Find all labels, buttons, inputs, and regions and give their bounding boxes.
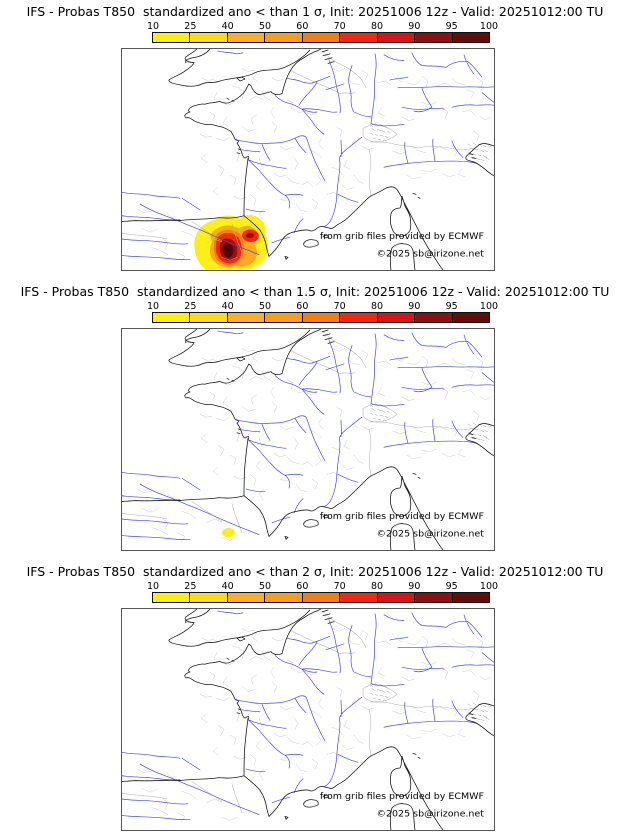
colorbar-tick: 25 [184,301,197,312]
colorbar-tick: 70 [333,301,346,312]
colorbar-tick-labels: 10 25 40 50 60 70 80 90 95 100 [147,21,498,32]
colorbar-tick: 95 [445,21,458,32]
colorbar-tick: 10 [146,21,160,32]
colorbar-segment [227,593,266,602]
panel-title: IFS - Probas T850 standardized ano < tha… [20,284,610,299]
colorbar-segment [265,593,303,602]
panel-title: IFS - Probas T850 standardized ano < tha… [26,4,604,19]
colorbar-segment [190,593,228,602]
colorbar-tick: 95 [445,581,458,592]
colorbar-segment [415,33,453,42]
colorbar-segment [153,593,191,602]
colorbar-gradient-bar [152,312,490,323]
anomaly-blob-sigma-1 [194,214,269,270]
colorbar-segment [340,313,378,322]
colorbar-segment [227,313,266,322]
colorbar-tick-labels: 10 25 40 50 60 70 80 90 95 100 [147,301,498,312]
colorbar-segment [377,313,416,322]
colorbar-tick: 80 [370,581,384,592]
colorbar-segment [340,33,378,42]
colorbar-segment [452,313,489,322]
map-france-sigma-1-5: from grib files provided by ECMWF ©2025 … [121,328,495,551]
colorbar-segment [415,313,453,322]
colorbar-tick: 80 [370,21,384,32]
copyright-credit: ©2025 sb@irizone.net [376,249,484,260]
colorbar-segment [302,313,341,322]
map-france-sigma-1: from grib files provided by ECMWF ©2025 … [121,48,495,271]
colorbar-tick: 25 [184,21,197,32]
colorbar-tick: 100 [479,21,499,32]
colorbar-segment [265,313,303,322]
colorbar-segment [452,33,489,42]
colorbar-tick: 40 [221,581,234,592]
colorbar-tick-labels: 10 25 40 50 60 70 80 90 95 100 [147,581,498,592]
probability-colorbar: 10 25 40 50 60 70 80 90 95 100 [147,21,498,43]
colorbar-tick: 90 [408,301,421,312]
probability-colorbar: 10 25 40 50 60 70 80 90 95 100 [147,301,498,323]
colorbar-segment [377,33,416,42]
panel-sigma-2: IFS - Probas T850 standardized ano < tha… [0,564,630,840]
colorbar-tick: 10 [146,301,160,312]
anomaly-blob-sigma-1-5 [222,527,235,538]
ecmwf-credit: from grib files provided by ECMWF [320,791,484,802]
ecmwf-credit: from grib files provided by ECMWF [320,511,484,522]
copyright-credit: ©2025 sb@irizone.net [376,529,484,540]
colorbar-tick: 60 [296,581,309,592]
weather-probability-page: { "page": {"background": "#ffffff"}, "co… [0,4,630,832]
colorbar-segment [153,33,191,42]
colorbar-gradient-bar [152,32,490,43]
colorbar-segment [190,33,228,42]
colorbar-segment [302,33,341,42]
colorbar-tick: 70 [333,581,346,592]
ecmwf-credit: from grib files provided by ECMWF [320,231,484,242]
colorbar-tick: 90 [408,21,421,32]
colorbar-tick: 40 [221,301,234,312]
colorbar-tick: 70 [333,21,346,32]
colorbar-segment [302,593,341,602]
colorbar-segment [415,593,453,602]
colorbar-tick: 50 [258,21,272,32]
colorbar-tick: 40 [221,21,234,32]
colorbar-tick: 50 [258,301,272,312]
map-france-sigma-2: from grib files provided by ECMWF ©2025 … [121,608,495,831]
colorbar-segment [153,313,191,322]
colorbar-tick: 25 [184,581,197,592]
colorbar-segment [452,593,489,602]
panel-sigma-1-5: IFS - Probas T850 standardized ano < tha… [0,284,630,560]
colorbar-tick: 90 [408,581,421,592]
colorbar-tick: 60 [296,301,309,312]
panel-title: IFS - Probas T850 standardized ano < tha… [26,564,604,579]
colorbar-tick: 95 [445,301,458,312]
colorbar-tick: 50 [258,581,272,592]
copyright-credit: ©2025 sb@irizone.net [376,809,484,820]
colorbar-tick: 60 [296,21,309,32]
colorbar-tick: 10 [146,581,160,592]
colorbar-segment [377,593,416,602]
colorbar-tick: 100 [479,301,499,312]
panel-sigma-1: IFS - Probas T850 standardized ano < tha… [0,4,630,280]
colorbar-segment [227,33,266,42]
probability-colorbar: 10 25 40 50 60 70 80 90 95 100 [147,581,498,603]
colorbar-segment [340,593,378,602]
colorbar-gradient-bar [152,592,490,603]
colorbar-tick: 80 [370,301,384,312]
colorbar-tick: 100 [479,581,499,592]
colorbar-segment [190,313,228,322]
colorbar-segment [265,33,303,42]
